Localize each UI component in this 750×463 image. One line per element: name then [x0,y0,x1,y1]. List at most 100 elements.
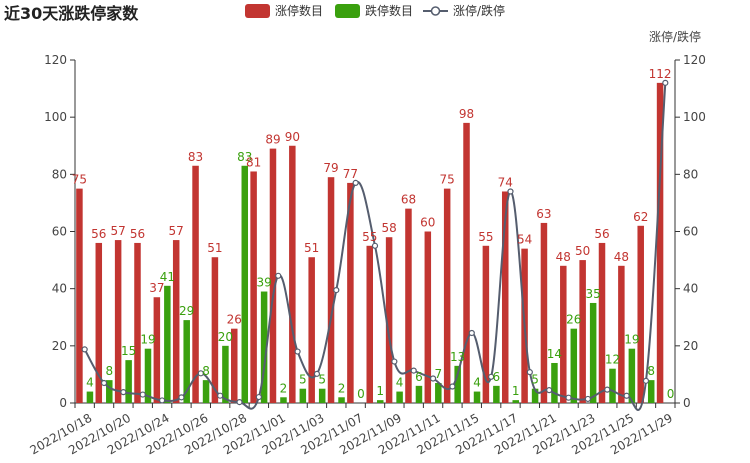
bar-label-down: 2 [338,381,346,395]
y-tick-label-right: 60 [683,225,698,239]
bar-labels: 7545685715561937415729838512026838139892… [72,67,675,401]
bar-label-up: 56 [91,227,106,241]
bar-label-down: 8 [202,364,210,378]
bar-up [114,240,122,403]
bar-label-down: 39 [256,276,271,290]
bar-label-down: 0 [667,387,675,401]
bar-down [609,368,616,403]
ratio-point [507,188,514,195]
ratio-point [662,79,669,86]
ratio-point [604,386,611,393]
ratio-point [120,389,127,396]
bar-down [164,285,171,403]
bar-down [86,391,94,403]
bar-label-down: 83 [237,150,252,164]
ratio-point [236,399,243,406]
bar-label-down: 2 [280,381,288,395]
bar-label-down: 5 [299,373,307,387]
y-tick-label-left: 100 [44,110,67,124]
bar-label-down: 19 [140,333,155,347]
bar-up [308,257,315,403]
bar-up [656,82,664,403]
bar-up [385,237,393,403]
bar-down [280,397,287,403]
bar-down [415,385,423,403]
ratio-point [197,370,204,377]
ratio-point [410,367,417,374]
bar-label-down: 1 [512,384,520,398]
bar-up [192,165,199,403]
bar-label-up: 54 [517,233,532,247]
y-tick-label-right: 120 [683,53,706,67]
ratio-point [584,395,592,403]
bar-down [377,400,384,403]
bar-label-up: 83 [188,150,203,164]
legend-label-ratio: 涨停/跌停 [453,3,505,18]
bar-down [473,391,481,403]
bar-label-up: 51 [207,241,222,255]
bar-up [76,188,83,403]
bar-up [637,225,644,403]
bar-down [531,388,539,403]
y-tick-label-right: 80 [683,167,698,181]
bar-label-up: 37 [149,281,164,295]
bar-label-down: 29 [179,304,194,318]
bar-label-up: 79 [323,161,338,175]
bar-label-up: 74 [498,175,513,189]
bar-down [183,320,190,403]
bar-down [628,348,636,403]
bar-label-up: 89 [265,133,280,147]
legend-swatch-ratio-marker [430,6,441,16]
ratio-point [468,329,475,337]
bar-down [125,360,132,403]
bar-label-down: 4 [473,376,481,390]
bar-up [95,242,103,403]
bar-up [327,177,335,403]
ratio-line-layer [81,79,669,411]
legend-item-up[interactable]: 涨停数目 [245,3,323,18]
y-tick-label-right: 0 [683,396,691,410]
y-tick-label-right: 100 [683,110,706,124]
bar-label-down: 4 [396,376,404,390]
bar-up [289,145,296,403]
bar-label-down: 5 [531,373,539,387]
ratio-point [488,373,495,380]
bar-label-down: 13 [450,350,465,364]
y-tick-label-left: 120 [44,53,67,67]
bar-up [598,242,606,403]
bar-down [318,388,326,403]
bar-label-up: 68 [401,193,416,207]
bar-label-up: 98 [459,107,474,121]
ratio-point [275,272,282,279]
ratio-point [81,346,88,353]
bar-label-down: 6 [493,370,501,384]
bar-label-down: 6 [415,370,423,384]
ratio-point [100,379,108,387]
bar-label-down: 12 [605,353,620,367]
bar-up [250,171,257,403]
bar-up [618,265,625,403]
legend-label-up: 涨停数目 [275,3,323,18]
bar-label-down: 26 [566,313,581,327]
bar-label-up: 90 [285,130,300,144]
bar-label-up: 57 [110,224,125,238]
legend: 涨停数目 跌停数目 涨停/跌停 [245,3,505,18]
bar-down [144,348,152,403]
bar-up [211,257,219,403]
y-tick-label-right: 40 [683,282,698,296]
ratio-point [623,392,630,399]
bar-down [260,291,268,403]
legend-item-down[interactable]: 跌停数目 [335,3,413,18]
bar-up [134,242,141,403]
bar-label-down: 19 [624,333,639,347]
bar-label-up: 56 [130,227,145,241]
bar-down [647,380,655,403]
bar-label-up: 62 [633,210,648,224]
legend-item-ratio[interactable]: 涨停/跌停 [423,3,505,18]
bar-up [405,208,412,403]
bar-label-up: 75 [72,173,87,187]
bar-label-up: 75 [440,173,455,187]
bar-up [463,122,470,403]
bar-up [231,328,238,403]
